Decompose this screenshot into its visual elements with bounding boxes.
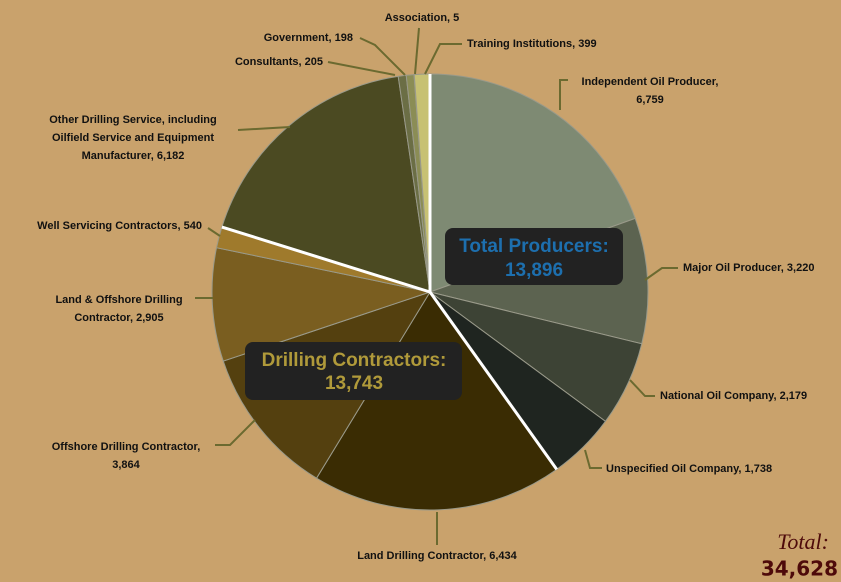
- labels: Independent Oil Producer, 6,759 Major Oil …: [37, 12, 814, 562]
- slice-label: Offshore Drilling Contractor, 3,864: [52, 441, 201, 471]
- leader-line: [644, 267, 678, 281]
- slice-label: Unspecified Oil Company, 1,738: [606, 463, 772, 475]
- slice-label: Independent Oil Producer, 6,759: [582, 76, 719, 106]
- annotation: 13,896: [505, 260, 563, 281]
- group-separator: [221, 225, 431, 294]
- leader-line: [327, 61, 396, 76]
- leader-line: [359, 37, 406, 76]
- slice-label: Major Oil Producer, 3,220: [683, 262, 814, 274]
- annotation-box: [445, 228, 623, 285]
- slice-label: Training Institutions, 399: [467, 38, 597, 50]
- total-label: Total:: [777, 529, 829, 554]
- slice: [315, 291, 558, 511]
- slice-label: Well Servicing Contractors, 540: [37, 220, 202, 232]
- leader-line: [207, 227, 221, 237]
- slice: [211, 247, 432, 362]
- group-separator: [428, 291, 558, 471]
- slice-label: Association, 5: [385, 12, 460, 24]
- slice-label: Land & Offshore Drilling Contractor, 2,90…: [55, 294, 182, 324]
- annotation-box: [245, 342, 462, 400]
- annotation: 13,743: [325, 373, 383, 394]
- slice-label: National Oil Company, 2,179: [660, 390, 807, 402]
- pie: [211, 73, 649, 511]
- leader-line: [237, 126, 291, 131]
- slice-label: Government, 198: [264, 32, 353, 44]
- slice-label: Land Drilling Contractor, 6,434: [357, 550, 517, 562]
- annotation: Total Producers:: [459, 236, 609, 257]
- slice-label: Consultants, 205: [235, 56, 323, 68]
- slice-label: Other Drilling Service, including Oilfiel…: [49, 114, 216, 162]
- leader-line: [584, 449, 602, 469]
- leader-line: [629, 379, 655, 397]
- total-value: 34,628: [761, 557, 838, 581]
- leader-line: [414, 27, 420, 75]
- leader-line: [424, 43, 462, 75]
- leader-line: [215, 419, 256, 446]
- annotation: Drilling Contractors:: [262, 350, 447, 371]
- leader-line: [559, 79, 568, 110]
